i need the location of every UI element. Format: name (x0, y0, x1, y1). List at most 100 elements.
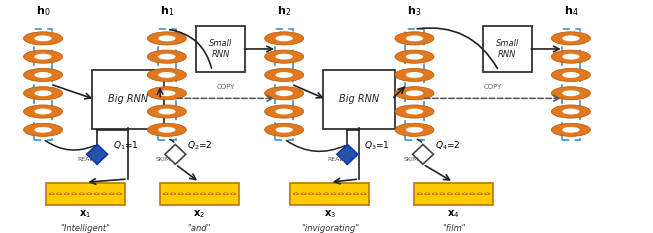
Circle shape (551, 68, 590, 82)
Circle shape (462, 193, 468, 195)
Text: $\mathbf{x}_{1}$: $\mathbf{x}_{1}$ (80, 209, 91, 220)
Text: $\mathbf{x}_{2}$: $\mathbf{x}_{2}$ (193, 209, 206, 220)
Circle shape (395, 32, 434, 45)
Text: $\it{Q}_{4}$=2: $\it{Q}_{4}$=2 (435, 139, 460, 152)
Circle shape (215, 193, 221, 195)
Circle shape (24, 123, 63, 136)
FancyBboxPatch shape (323, 70, 395, 129)
Circle shape (395, 50, 434, 63)
Circle shape (353, 193, 358, 195)
Circle shape (317, 193, 319, 194)
Circle shape (231, 193, 236, 195)
Text: READ: READ (78, 157, 95, 162)
Circle shape (426, 193, 428, 194)
Text: "Intelligent": "Intelligent" (61, 224, 110, 233)
Circle shape (264, 32, 304, 45)
Circle shape (454, 193, 460, 195)
Circle shape (417, 193, 422, 195)
Text: COPY: COPY (216, 84, 234, 89)
Polygon shape (337, 144, 358, 164)
Circle shape (202, 193, 204, 194)
Circle shape (323, 193, 328, 195)
Text: $\mathbf{x}_{3}$: $\mathbf{x}_{3}$ (324, 209, 336, 220)
Circle shape (562, 54, 580, 60)
Circle shape (95, 193, 98, 194)
Circle shape (395, 123, 434, 136)
Circle shape (331, 193, 336, 195)
Text: $\it{Q}_{1}$=1: $\it{Q}_{1}$=1 (114, 139, 139, 152)
Text: $\mathbf{h}_{2}$: $\mathbf{h}_{2}$ (277, 4, 291, 18)
Circle shape (71, 193, 77, 195)
Circle shape (562, 90, 580, 96)
Circle shape (332, 193, 334, 194)
Circle shape (301, 193, 306, 195)
Circle shape (346, 193, 351, 195)
Text: $\mathbf{h}_{0}$: $\mathbf{h}_{0}$ (36, 4, 50, 18)
FancyBboxPatch shape (562, 29, 580, 140)
Text: READ: READ (328, 157, 345, 162)
Circle shape (264, 123, 304, 136)
Circle shape (447, 193, 453, 195)
Circle shape (395, 68, 434, 82)
Circle shape (295, 193, 297, 194)
Circle shape (101, 193, 107, 195)
Circle shape (293, 193, 298, 195)
Circle shape (217, 193, 219, 194)
Circle shape (187, 193, 189, 194)
Text: Big RNN: Big RNN (108, 94, 148, 104)
Circle shape (24, 68, 63, 82)
Circle shape (24, 87, 63, 100)
Circle shape (170, 193, 176, 195)
Circle shape (64, 193, 69, 195)
Circle shape (86, 193, 92, 195)
FancyBboxPatch shape (46, 183, 125, 205)
Polygon shape (165, 144, 186, 164)
Circle shape (276, 127, 293, 133)
Circle shape (148, 123, 186, 136)
Circle shape (439, 193, 445, 195)
Circle shape (103, 193, 105, 194)
Circle shape (551, 105, 590, 118)
Circle shape (158, 109, 176, 114)
Text: $\mathbf{h}_{1}$: $\mathbf{h}_{1}$ (160, 4, 174, 18)
Circle shape (56, 193, 62, 195)
Circle shape (232, 193, 234, 194)
Circle shape (464, 193, 466, 194)
Circle shape (94, 193, 99, 195)
Text: Small
RNN: Small RNN (209, 39, 232, 59)
Circle shape (562, 72, 580, 78)
Circle shape (406, 127, 423, 133)
Circle shape (264, 68, 304, 82)
Circle shape (116, 193, 122, 195)
Circle shape (35, 35, 52, 41)
Circle shape (355, 193, 357, 194)
Circle shape (178, 193, 183, 195)
Circle shape (158, 35, 176, 41)
Circle shape (362, 193, 364, 194)
Circle shape (35, 72, 52, 78)
Circle shape (456, 193, 458, 194)
Circle shape (35, 90, 52, 96)
Circle shape (165, 193, 167, 194)
FancyBboxPatch shape (414, 183, 493, 205)
Circle shape (223, 193, 229, 195)
Circle shape (406, 109, 423, 114)
Circle shape (395, 87, 434, 100)
Circle shape (551, 50, 590, 63)
Circle shape (185, 193, 191, 195)
Circle shape (562, 35, 580, 41)
Circle shape (395, 105, 434, 118)
Circle shape (347, 193, 349, 194)
Circle shape (24, 105, 63, 118)
Circle shape (163, 193, 168, 195)
Circle shape (195, 193, 197, 194)
Circle shape (470, 193, 475, 195)
Circle shape (158, 54, 176, 60)
Circle shape (49, 193, 54, 195)
Circle shape (340, 193, 342, 194)
Polygon shape (413, 144, 434, 164)
Circle shape (148, 50, 186, 63)
Circle shape (109, 193, 114, 195)
Circle shape (118, 193, 120, 194)
Circle shape (276, 90, 293, 96)
